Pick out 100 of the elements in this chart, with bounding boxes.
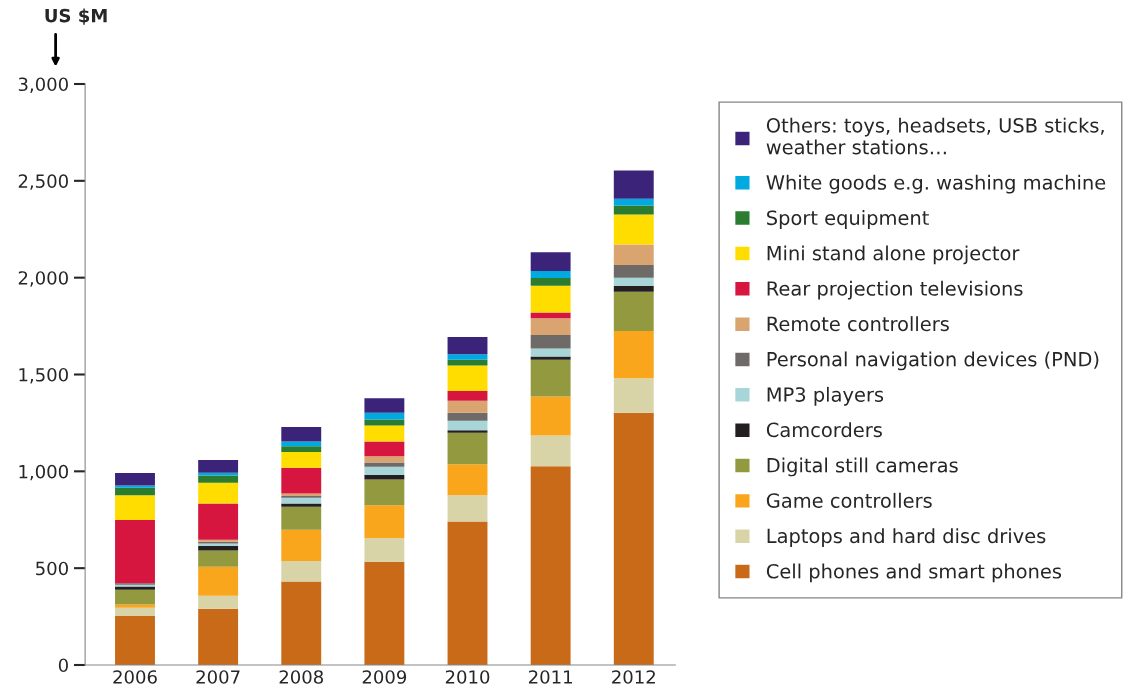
bar — [364, 466, 405, 476]
bar — [530, 359, 571, 397]
x-tick-label: 2012 — [612, 670, 655, 684]
bar — [115, 519, 155, 584]
bar — [613, 331, 654, 379]
legend-label: Cell phones and smart phones — [766, 563, 1062, 583]
bar — [281, 529, 322, 561]
bar — [364, 505, 405, 538]
y-tick-label: 2,500 — [18, 174, 68, 190]
legend-label: Mini stand alone projector — [767, 245, 1020, 265]
y-axis-title: US $M — [45, 8, 107, 25]
bar — [281, 506, 322, 530]
bar — [447, 464, 488, 496]
bar — [115, 604, 155, 608]
x-tick-label: 2007 — [196, 670, 240, 684]
y-tick-label: 0 — [58, 658, 68, 673]
bar — [281, 467, 322, 494]
bar — [530, 334, 571, 349]
bar — [198, 459, 239, 473]
bar — [613, 205, 654, 215]
bar — [530, 285, 571, 313]
bar — [364, 412, 405, 420]
bar — [281, 426, 322, 442]
y-tick-label: 1,000 — [19, 464, 68, 481]
bar — [198, 475, 239, 483]
bar — [115, 616, 155, 665]
x-tick-label: 2008 — [279, 670, 323, 684]
legend-label: Sport equipment — [767, 210, 929, 229]
x-tick-label: 2011 — [528, 670, 572, 684]
legend-label: Camcorders — [766, 422, 882, 438]
bar — [447, 354, 488, 360]
x-tick-label: 2010 — [445, 670, 490, 684]
x-tick-label: 2009 — [362, 670, 407, 684]
legend-label: Others: toys, headsets, USB sticks, weather stations… — [766, 117, 1104, 155]
bar — [364, 475, 405, 480]
bar — [613, 244, 654, 266]
bar — [530, 318, 571, 335]
bar — [198, 503, 239, 540]
bar — [613, 214, 654, 245]
bar — [447, 521, 488, 665]
bar — [198, 472, 239, 476]
bar — [281, 451, 322, 468]
legend-label: Personal navigation devices (PND) — [767, 351, 1099, 371]
bar — [281, 581, 322, 665]
bar — [613, 170, 654, 199]
bar — [364, 425, 405, 442]
bar — [115, 487, 155, 496]
bar — [115, 589, 155, 605]
bar — [364, 398, 405, 413]
bar — [613, 291, 654, 332]
bar — [613, 198, 654, 206]
bar — [613, 285, 654, 292]
bar — [447, 420, 488, 431]
bar — [613, 378, 654, 413]
bar — [613, 412, 654, 665]
bar — [530, 435, 571, 467]
bar — [115, 607, 155, 616]
bar — [613, 265, 654, 278]
bar — [447, 432, 488, 465]
bar — [364, 462, 405, 467]
bar — [364, 561, 405, 665]
bar — [447, 365, 488, 391]
bar — [198, 608, 239, 665]
bar — [198, 566, 239, 596]
bar — [613, 277, 654, 286]
bar — [530, 356, 571, 360]
bar — [447, 337, 488, 355]
bar — [115, 472, 155, 486]
bar — [364, 441, 405, 457]
bar — [447, 390, 488, 401]
bar — [281, 561, 322, 582]
legend-label: Digital still cameras — [767, 457, 958, 477]
bar — [447, 412, 488, 421]
legend-label: Remote controllers — [767, 316, 949, 332]
bar — [364, 419, 405, 426]
bar — [198, 595, 239, 609]
x-tick-label: 2006 — [113, 670, 157, 684]
bar — [364, 479, 405, 506]
legend-label: Rear projection televisions — [767, 280, 1023, 300]
bar — [447, 495, 488, 522]
y-tick-label: 1,500 — [19, 367, 68, 384]
y-tick-label: 2,000 — [18, 271, 68, 287]
bar — [530, 466, 571, 665]
legend-label: MP3 players — [767, 386, 884, 406]
bar — [281, 446, 322, 452]
bar — [447, 430, 488, 433]
legend-label: White goods e.g. washing machine — [766, 174, 1106, 194]
y-tick-label: 3,000 — [18, 77, 68, 93]
bar — [115, 485, 155, 488]
legend-label: Laptops and hard disc drives — [767, 528, 1046, 548]
bar — [364, 537, 405, 562]
legend-label: Game controllers — [766, 492, 932, 508]
bar — [364, 456, 405, 463]
y-tick-label: 500 — [36, 561, 68, 576]
bar — [530, 278, 571, 286]
bar — [281, 503, 322, 507]
bar — [198, 482, 239, 504]
bar — [530, 396, 571, 436]
bar — [198, 550, 239, 567]
bar — [530, 271, 571, 279]
